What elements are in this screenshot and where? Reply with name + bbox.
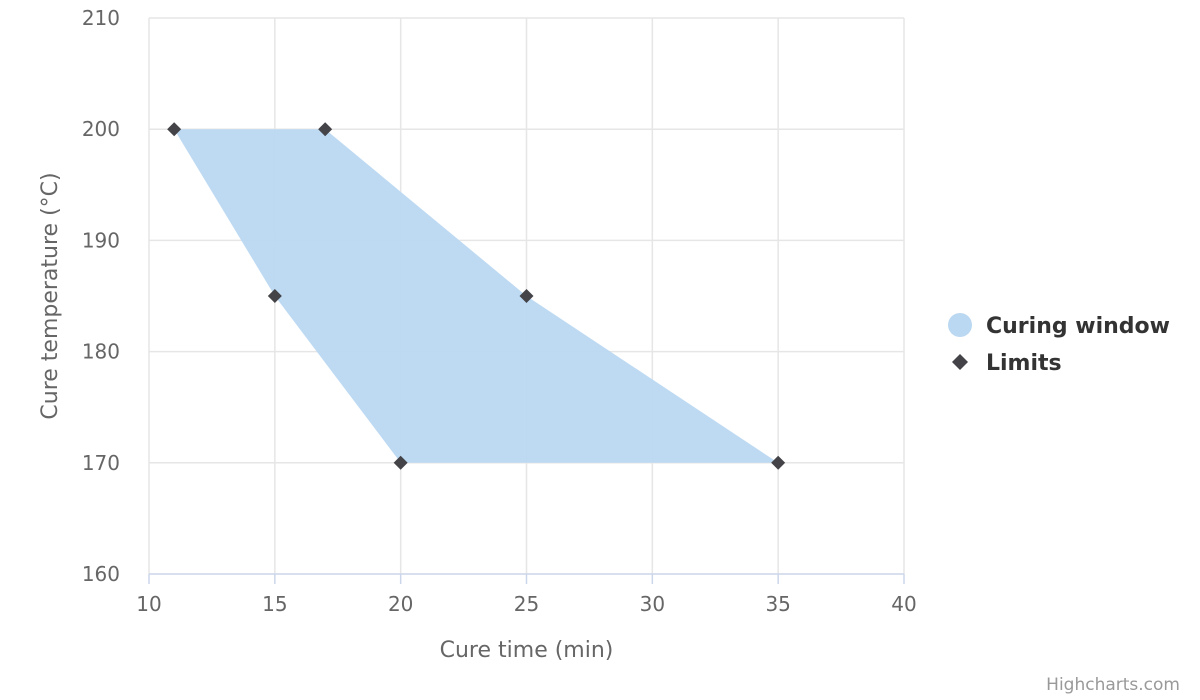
x-tick-label: 40 — [891, 592, 916, 616]
legend-label: Limits — [986, 351, 1062, 376]
y-tick-label: 160 — [82, 562, 120, 586]
limit-point-marker[interactable] — [519, 289, 534, 303]
y-tick-label: 170 — [82, 451, 120, 475]
x-tick-label: 10 — [136, 592, 161, 616]
legend: Curing window Limits — [948, 313, 1170, 376]
y-tick-label: 200 — [82, 117, 120, 141]
credits-link[interactable]: Highcharts.com — [1046, 675, 1180, 695]
x-tick-label: 35 — [765, 592, 790, 616]
x-tick-label: 30 — [640, 592, 665, 616]
grid — [149, 17, 905, 574]
x-tick-label: 25 — [514, 592, 539, 616]
x-tick-label: 15 — [262, 592, 287, 616]
y-tick-label: 210 — [82, 6, 120, 30]
legend-item-curing-window[interactable]: Curing window — [948, 313, 1170, 339]
y-axis-title: Cure temperature (°C) — [38, 172, 63, 419]
x-axis-title: Cure time (min) — [440, 638, 614, 663]
x-tick-label: 20 — [388, 592, 413, 616]
legend-symbol-circle — [948, 313, 972, 337]
limit-point-marker[interactable] — [771, 455, 786, 470]
limit-point-marker[interactable] — [393, 455, 408, 470]
limit-point-marker[interactable] — [318, 122, 333, 137]
limit-point-marker[interactable] — [167, 122, 182, 137]
plot-series — [167, 122, 786, 470]
curing-window-area[interactable] — [174, 129, 779, 463]
y-tick-label: 190 — [82, 228, 120, 252]
y-tick-label: 180 — [82, 340, 120, 364]
legend-symbol-diamond — [952, 354, 968, 370]
legend-item-limits[interactable]: Limits — [952, 351, 1062, 376]
axes: 10 15 20 25 30 35 40 160 170 180 190 200 210 — [82, 6, 917, 616]
legend-label: Curing window — [986, 314, 1170, 339]
limit-point-marker[interactable] — [267, 289, 282, 303]
